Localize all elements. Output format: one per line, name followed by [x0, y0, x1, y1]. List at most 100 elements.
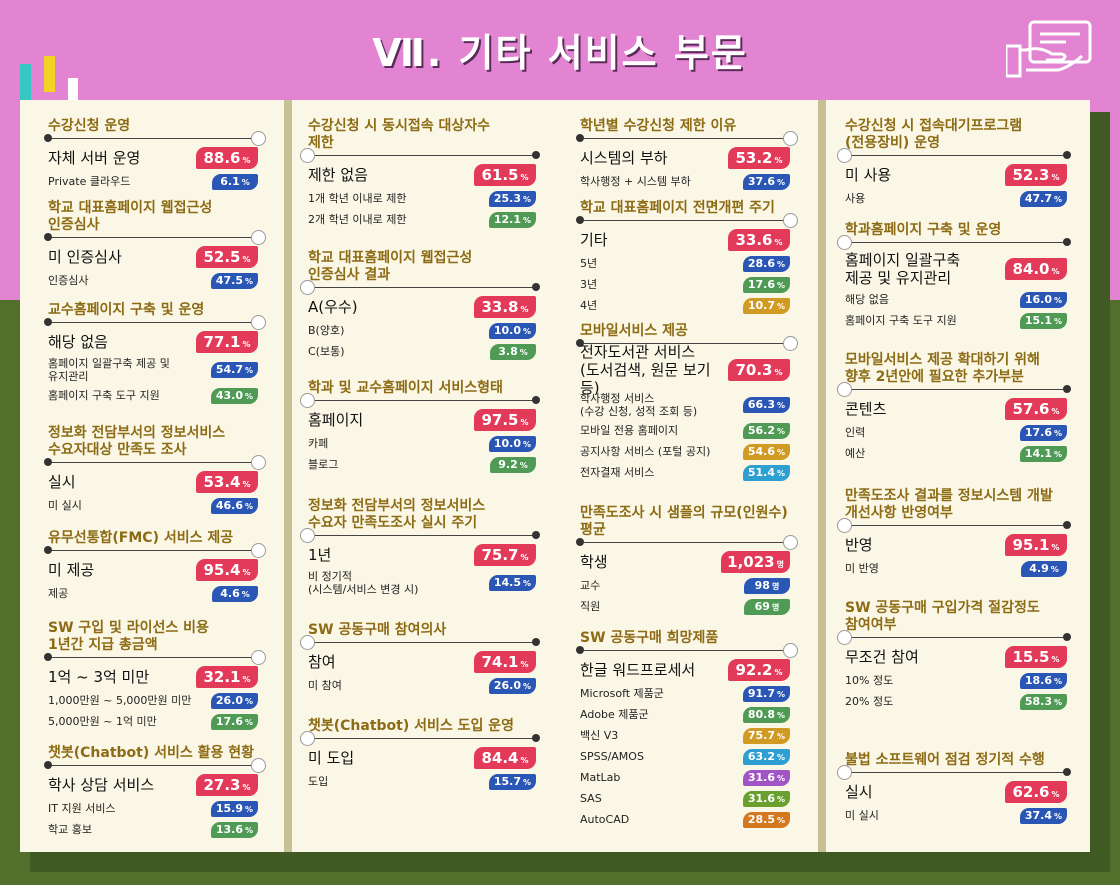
survey-section: 모바일서비스 제공 전자도서관 서비스 (도서검색, 원문 보기 등) 70.3% 학사… [576, 323, 798, 483]
answer-label: 블로그 [308, 458, 339, 471]
section-title: 학과홈페이지 구축 및 운영 [845, 222, 1002, 238]
answer-row: 1,000만원 ~ 5,000만원 미만 26.0% [48, 690, 258, 711]
value-badge: 98 명 [744, 577, 790, 594]
answer-label: 콘텐츠 [845, 400, 887, 418]
value-badge: 62.6% [1005, 781, 1067, 803]
value-unit: % [244, 276, 253, 286]
section-rule [837, 382, 1071, 397]
value-number: 97.5 [481, 411, 519, 429]
rule-circle [251, 543, 266, 558]
value-number: 26.0 [493, 678, 521, 692]
value-unit: % [1053, 295, 1062, 305]
value-unit: % [244, 804, 253, 814]
section-rule [300, 393, 540, 408]
answer-label: 자체 서버 운영 [48, 149, 141, 167]
section-rule [837, 630, 1071, 645]
answer-label: 교수 [580, 579, 601, 592]
top-answer-row: 미 도입 84.4% [308, 745, 536, 771]
value-unit: % [520, 418, 529, 427]
rule-dot [44, 458, 52, 466]
value-number: 74.1 [481, 653, 519, 671]
value-unit: % [1053, 316, 1062, 326]
column-divider-1 [284, 100, 292, 852]
value-badge: 26.0% [488, 677, 536, 694]
section-rule [576, 213, 798, 228]
answer-label: 5,000만원 ~ 1억 미만 [48, 715, 157, 728]
value-badge: 27.3% [196, 774, 258, 796]
value-number: 17.6 [215, 714, 243, 728]
answer-row: Microsoft 제품군 91.7% [580, 683, 790, 704]
survey-section: 학교 대표홈페이지 전면개편 주기 기타 33.6% 5년 28.6% 3년 17.6% 4년… [576, 200, 798, 316]
rule-circle [837, 148, 852, 163]
rule-dot [576, 339, 584, 347]
answer-label: 학생 [580, 553, 608, 571]
value-number: 18.6 [1024, 673, 1052, 687]
answer-row: SPSS/AMOS 63.2% [580, 746, 790, 767]
rule-circle [300, 393, 315, 408]
rule-circle [783, 643, 798, 658]
value-badge: 1,023 명 [721, 551, 790, 573]
value-unit: % [522, 326, 531, 336]
value-unit: % [776, 468, 785, 478]
top-answer-row: 반영 95.1% [845, 532, 1067, 558]
answer-row: Adobe 제품군 80.8% [580, 704, 790, 725]
answer-row: 교수 98 명 [580, 575, 790, 596]
value-badge: 43.0% [210, 387, 258, 404]
value-number: 32.1 [203, 668, 241, 686]
answer-label: AutoCAD [580, 813, 630, 826]
answer-label: 1억 ~ 3억 미만 [48, 668, 150, 686]
answer-label: 20% 정도 [845, 695, 894, 708]
section-rule [44, 455, 266, 470]
answer-row: 인력 17.6% [845, 422, 1067, 443]
value-number: 95.4 [203, 561, 241, 579]
answer-row: 10% 정도 18.6% [845, 670, 1067, 691]
value-unit: % [522, 439, 531, 449]
value-unit: % [241, 177, 250, 187]
top-answer-row: 무조건 참여 15.5% [845, 644, 1067, 670]
answer-row: 학사행정 + 시스템 부하 37.6% [580, 171, 790, 192]
answer-row: 5,000만원 ~ 1억 미만 17.6% [48, 711, 258, 732]
value-badge: 37.6% [742, 173, 790, 190]
answer-label: 예산 [845, 447, 866, 460]
value-badge: 58.3% [1019, 693, 1067, 710]
value-unit: % [1051, 407, 1060, 416]
survey-section: 수강신청 운영 자체 서버 운영 88.6% Private 클라우드 6.1% [44, 118, 266, 192]
top-answer-row: 홈페이지 일괄구축 제공 및 유지관리 84.0% [845, 249, 1067, 289]
answer-label: 제공 [48, 587, 69, 600]
section-title: 챗봇(Chatbot) 서비스 활용 현황 [48, 745, 255, 761]
value-unit: % [1051, 655, 1060, 664]
section-title: 교수홈페이지 구축 및 운영 [48, 302, 205, 318]
value-number: 57.6 [1012, 400, 1050, 418]
value-number: 15.5 [1012, 648, 1050, 666]
answer-label: 실시 [845, 783, 873, 801]
value-number: 1,023 [727, 553, 775, 571]
value-badge: 51.4% [742, 464, 790, 481]
value-unit: % [1053, 428, 1062, 438]
value-badge: 10.0% [488, 322, 536, 339]
value-unit: % [244, 825, 253, 835]
value-badge: 95.1% [1005, 534, 1067, 556]
value-badge: 52.5% [196, 246, 258, 268]
answer-row: MatLab 31.6% [580, 767, 790, 788]
value-badge: 47.5% [210, 272, 258, 289]
value-badge: 15.5% [1005, 646, 1067, 668]
value-unit: % [242, 340, 251, 349]
value-number: 77.1 [203, 333, 241, 351]
section-rule [576, 336, 798, 351]
answer-row: IT 지원 서비스 15.9% [48, 798, 258, 819]
answer-row: 해당 없음 16.0% [845, 289, 1067, 310]
section-title: SW 공동구매 참여의사 [308, 622, 447, 638]
value-number: 26.0 [215, 693, 243, 707]
value-unit: % [1053, 194, 1062, 204]
value-badge: 17.6% [210, 713, 258, 730]
value-number: 9.2 [498, 457, 518, 471]
answer-row: SAS 31.6% [580, 788, 790, 809]
value-unit: % [520, 173, 529, 182]
rule-dot [532, 638, 540, 646]
answer-row: 직원 69 명 [580, 596, 790, 617]
value-unit: % [776, 815, 785, 825]
top-answer-row: 학사 상담 서비스 27.3% [48, 772, 258, 798]
value-unit: % [244, 696, 253, 706]
value-badge: 56.2% [742, 422, 790, 439]
value-unit: % [776, 301, 785, 311]
